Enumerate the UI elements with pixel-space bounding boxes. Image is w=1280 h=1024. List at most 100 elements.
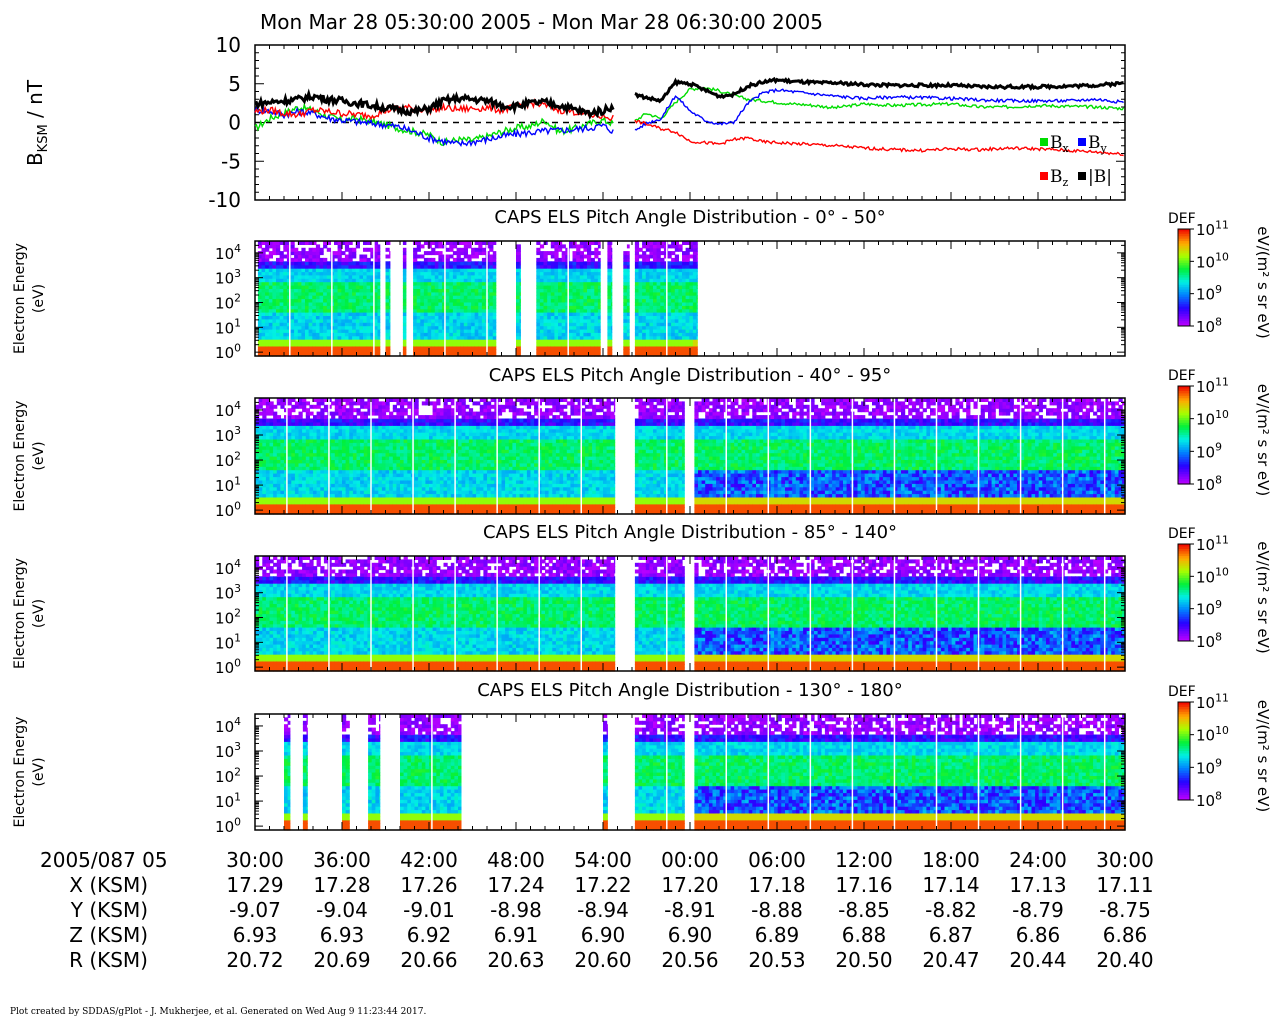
spectrogram-cell [315,301,321,306]
spectrogram-cell [649,315,654,320]
spectrogram-cell [338,418,343,423]
spectrogram-cell [359,352,364,357]
spectrogram-cell [258,435,263,440]
spectrogram-cell [287,462,292,467]
spectrogram-cell [489,257,494,262]
spectrogram-cell [407,500,412,505]
spectrogram-cell [261,291,266,296]
spectrogram-cell [550,312,555,316]
spectrogram-cell [463,315,468,320]
spectrogram-cell [367,425,372,430]
spectrogram-cell [342,432,347,437]
spectrogram-cell [396,418,401,423]
spectrogram-cell [400,466,405,471]
spectrogram-cell [284,432,289,437]
spectrogram-cell [558,308,563,313]
spectrogram-cell [623,352,628,357]
spectrogram-cell [308,339,313,344]
spectrogram-cell [255,503,260,508]
spectrogram-cell [416,261,421,266]
spectrogram-cell [363,261,368,266]
spectrogram-cell [671,301,676,306]
spectrogram-cell [315,291,321,296]
spectrogram-cell [649,244,654,249]
spectrogram-cell [519,271,521,276]
spectrogram-cell [449,305,454,310]
spectrogram-cell [519,264,521,269]
spectrogram-cell [587,288,592,293]
spectrogram-cell [287,486,292,491]
spectrogram-cell [276,490,281,495]
spectrogram-cell [334,254,339,259]
spectrogram-cell [438,285,443,289]
spectrogram-cell [634,241,640,245]
spectrogram-cell [355,342,360,347]
spectrogram-cell [561,271,566,276]
spectrogram-cell [638,298,643,303]
spectrogram-cell [671,264,676,269]
spectrogram-cell [649,254,654,259]
spectrogram-cell [255,442,260,447]
spectrogram-cell [671,352,676,357]
spectrogram-cell [367,445,372,450]
spectrogram-cell [352,421,358,426]
spectrogram-cell [396,479,401,484]
spectrogram-cell [536,318,541,323]
spectrogram-cell [279,301,284,306]
spectrogram-cell [272,322,277,327]
spectrogram-cell [360,473,365,478]
spectrogram-cell [663,312,669,316]
spectrogram-cell [298,401,303,406]
spectrogram-cell [660,312,665,316]
spectrogram-cell [561,339,566,344]
spectrogram-cell [689,268,694,273]
spectrogram-cell [576,322,581,327]
spectrogram-cell [671,328,676,333]
spectrogram-cell [265,335,270,340]
spectrogram-cell [481,318,487,323]
spectrogram-cell [667,254,672,259]
spectrogram-cell [290,244,295,249]
spectrogram-cell [265,408,271,413]
spectrogram-cell [352,345,357,350]
spectrogram-cell [456,291,461,296]
spectrogram-cell [400,476,405,481]
colorbar-tick-label: 108 [1196,315,1222,336]
spectrogram-cell [272,345,277,350]
spectrogram-cell [334,339,339,344]
spectrogram-cell [348,274,353,279]
spectrogram-cell [374,459,379,464]
spectrogram-cell [682,271,687,276]
spectrogram-cell [297,301,302,306]
spectrogram-cell [302,428,307,433]
spectrogram-cell [389,456,394,460]
spectrogram-cell [667,264,672,269]
spectrogram-cell [403,507,408,512]
spectrogram-cell [326,328,331,333]
spectrogram-cell [638,274,643,279]
spectrogram-cell [649,305,654,310]
spectrogram-cell [302,476,307,481]
spectrogram-cell [536,271,541,276]
spectrogram-cell [565,305,570,310]
spectrogram-cell [696,301,698,306]
spectrogram-cell [337,274,342,279]
spectrogram-cell [519,288,521,293]
spectrogram-cell [590,335,595,340]
spectrogram-cell [337,244,342,249]
spectrogram-cell [536,261,541,266]
spectrogram-cell [653,322,658,327]
spectrogram-cell [374,483,379,488]
spectrogram-cell [305,295,310,300]
spectrogram-cell [678,322,683,327]
spectrogram-cell [597,281,601,286]
spectrogram-cell [385,291,390,296]
spectrogram-cell [366,291,371,296]
spectrogram-cell [381,476,387,481]
spectrogram-cell [284,476,289,481]
spectrogram-cell [316,421,321,426]
spectrogram-cell [268,332,273,337]
spectrogram-cell [326,288,331,293]
spectrogram-cell [371,476,376,481]
spectrogram-cell [276,398,281,402]
